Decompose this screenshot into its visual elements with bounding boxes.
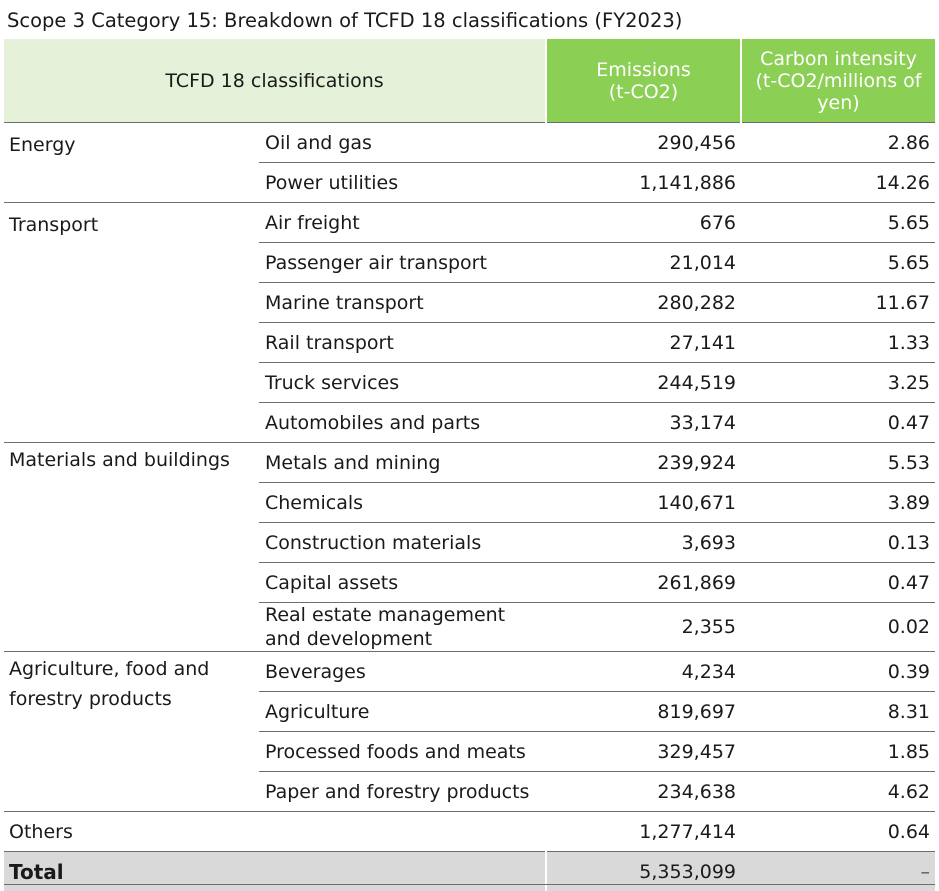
intensity-cell: 14.26 [741, 163, 935, 203]
subcategory-cell: Power utilities [259, 163, 546, 203]
emissions-cell: 2,355 [546, 603, 741, 652]
subcategory-cell: Chemicals [259, 483, 546, 523]
intensity-cell: 3.25 [741, 363, 935, 403]
group-energy: Energy [4, 123, 259, 203]
emissions-cell: 676 [546, 203, 741, 243]
table-row: Energy Oil and gas 290,456 2.86 [4, 123, 935, 163]
subcategory-line1: Real estate management [265, 604, 505, 626]
subcategory-line2: and development [265, 628, 432, 650]
intensity-cell: 3.89 [741, 483, 935, 523]
intensity-cell: 11.67 [741, 283, 935, 323]
group-materials-and-buildings: Materials and buildings [4, 443, 259, 652]
intensity-cell: 4.62 [741, 772, 935, 812]
emissions-cell: 290,456 [546, 123, 741, 163]
subcategory-cell: Paper and forestry products [259, 772, 546, 812]
header-emissions-line1: Emissions [596, 59, 690, 81]
emissions-cell: 21,014 [546, 243, 741, 283]
table-row: Transport Air freight 676 5.65 [4, 203, 935, 243]
intensity-cell: 1.85 [741, 732, 935, 772]
intensity-cell: 0.47 [741, 563, 935, 603]
subcategory-cell: Passenger air transport [259, 243, 546, 283]
intensity-cell: 5.53 [741, 443, 935, 483]
total-label: Total [4, 852, 546, 891]
subcategory-cell: Agriculture [259, 692, 546, 732]
subcategory-cell: Real estate management and development [259, 603, 546, 652]
header-intensity-line2: (t-CO2/millions of [756, 70, 922, 92]
subcategory-cell: Capital assets [259, 563, 546, 603]
emissions-cell: 244,519 [546, 363, 741, 403]
subcategory-cell: Truck services [259, 363, 546, 403]
intensity-cell: 0.64 [741, 812, 935, 852]
header-intensity-line3: yen) [817, 92, 859, 114]
intensity-cell: 5.65 [741, 203, 935, 243]
subcategory-cell: Marine transport [259, 283, 546, 323]
emissions-cell: 329,457 [546, 732, 741, 772]
header-emissions: Emissions (t-CO2) [546, 39, 741, 123]
total-row: Total 5,353,099 – [4, 852, 935, 891]
emissions-cell: 27,141 [546, 323, 741, 363]
intensity-cell: 0.02 [741, 603, 935, 652]
emissions-cell: 239,924 [546, 443, 741, 483]
table-row: Materials and buildings Metals and minin… [4, 443, 935, 483]
subcategory-cell: Automobiles and parts [259, 403, 546, 443]
subcategory-cell: Metals and mining [259, 443, 546, 483]
intensity-cell: 1.33 [741, 323, 935, 363]
group-transport: Transport [4, 203, 259, 443]
table-row: Agriculture, food and forestry products … [4, 652, 935, 692]
table-row: Others 1,277,414 0.64 [4, 812, 935, 852]
subcategory-cell: Beverages [259, 652, 546, 692]
emissions-cell: 3,693 [546, 523, 741, 563]
tcfd-breakdown-table: TCFD 18 classifications Emissions (t-CO2… [4, 39, 935, 891]
header-intensity-line1: Carbon intensity [760, 48, 917, 70]
subcategory-cell: Construction materials [259, 523, 546, 563]
intensity-cell: 0.39 [741, 652, 935, 692]
header-classifications: TCFD 18 classifications [4, 39, 546, 123]
intensity-cell: 0.47 [741, 403, 935, 443]
group-agriculture-food-forestry: Agriculture, food and forestry products [4, 652, 259, 812]
intensity-cell: 5.65 [741, 243, 935, 283]
emissions-cell: 4,234 [546, 652, 741, 692]
subcategory-cell: Rail transport [259, 323, 546, 363]
emissions-cell: 280,282 [546, 283, 741, 323]
header-row: TCFD 18 classifications Emissions (t-CO2… [4, 39, 935, 123]
emissions-cell: 1,141,886 [546, 163, 741, 203]
group-agri-line1: Agriculture, food and [9, 658, 209, 680]
total-emissions: 5,353,099 [546, 852, 741, 891]
table-title: Scope 3 Category 15: Breakdown of TCFD 1… [7, 8, 682, 34]
emissions-cell: 261,869 [546, 563, 741, 603]
total-intensity: – [741, 852, 935, 891]
subcategory-cell: Processed foods and meats [259, 732, 546, 772]
header-carbon-intensity: Carbon intensity (t-CO2/millions of yen) [741, 39, 935, 123]
intensity-cell: 2.86 [741, 123, 935, 163]
subcategory-cell: Oil and gas [259, 123, 546, 163]
table-bottom-border [4, 884, 935, 885]
emissions-cell: 140,671 [546, 483, 741, 523]
group-others: Others [4, 812, 259, 852]
subcategory-cell: Air freight [259, 203, 546, 243]
header-emissions-line2: (t-CO2) [609, 81, 678, 103]
emissions-cell: 33,174 [546, 403, 741, 443]
intensity-cell: 8.31 [741, 692, 935, 732]
subcategory-cell-empty [259, 812, 546, 852]
emissions-cell: 1,277,414 [546, 812, 741, 852]
emissions-cell: 819,697 [546, 692, 741, 732]
group-agri-line2: forestry products [9, 688, 172, 710]
emissions-cell: 234,638 [546, 772, 741, 812]
intensity-cell: 0.13 [741, 523, 935, 563]
